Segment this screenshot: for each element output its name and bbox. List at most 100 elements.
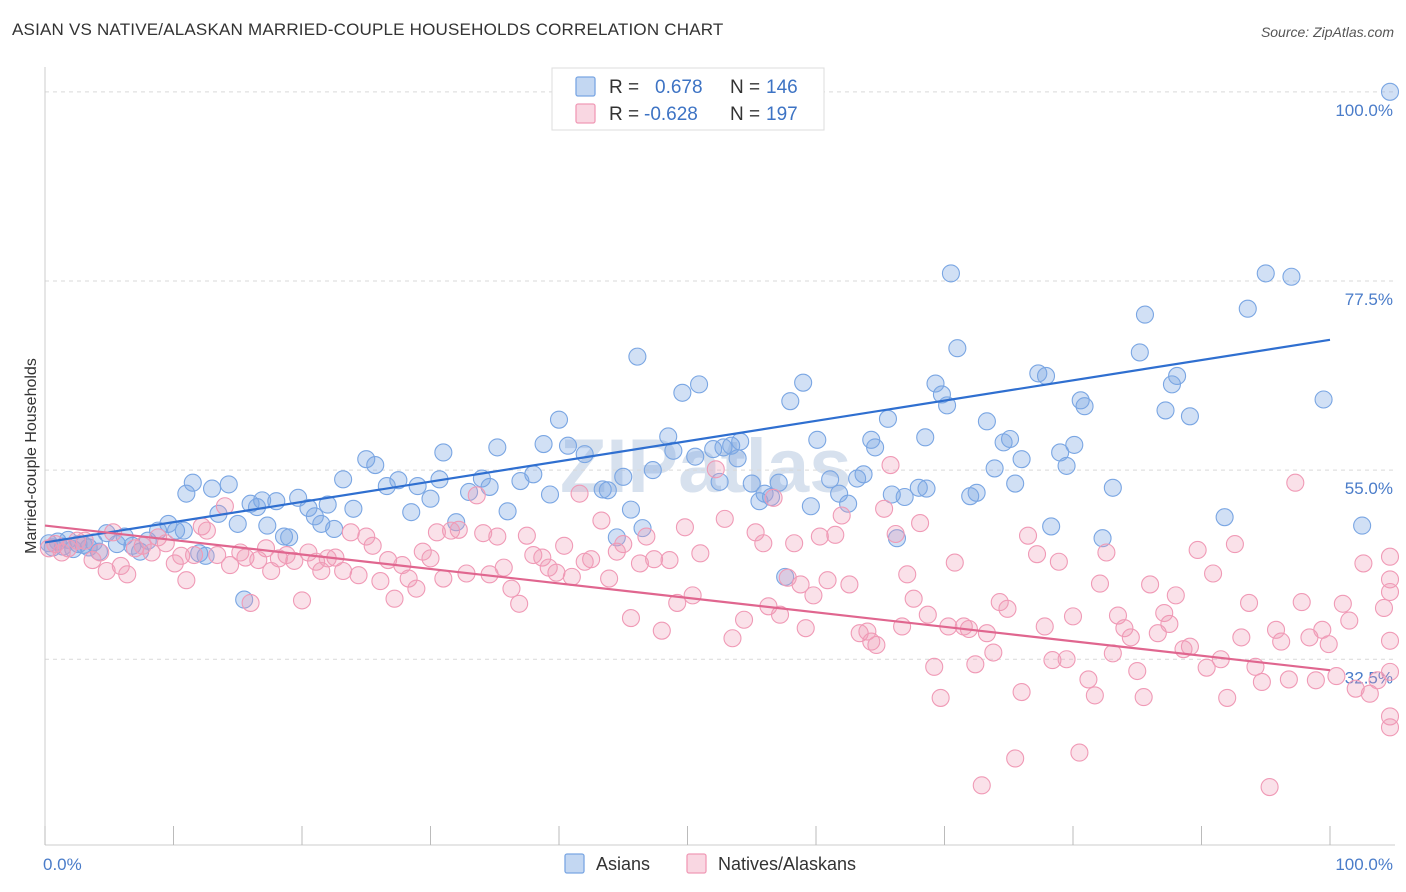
native-point [197, 521, 216, 540]
native-point [764, 488, 783, 507]
asian-point [916, 428, 935, 447]
asian-point [614, 467, 633, 486]
asian-point [488, 438, 507, 457]
native-point [156, 534, 175, 553]
x-axis-ticks: 0.0% 100.0% [43, 826, 1393, 874]
native-point [1380, 662, 1400, 681]
native-point [1063, 607, 1083, 626]
native-point [555, 536, 574, 555]
asian-point [941, 264, 960, 283]
native-point [334, 561, 353, 581]
y-tick-label: 55.0% [1345, 479, 1393, 498]
native-point [142, 543, 161, 562]
series-natives-points [39, 456, 1400, 797]
native-point [972, 776, 991, 795]
native-point [1121, 628, 1140, 647]
native-point [570, 484, 589, 503]
native-point [984, 643, 1003, 662]
asian-point [434, 443, 453, 462]
native-point [1319, 635, 1338, 654]
asian-point [480, 477, 499, 496]
axes [44, 67, 1395, 846]
series-legend: Asians Natives/Alaskans [564, 853, 856, 874]
native-point [399, 569, 418, 588]
native-point [734, 610, 754, 629]
native-point [220, 556, 240, 575]
source-credit: Source: ZipAtlas.com [1260, 24, 1394, 40]
asian-point [628, 347, 647, 366]
asian-point [174, 521, 193, 540]
native-point [954, 617, 973, 636]
native-point [1090, 574, 1110, 593]
asian-point [1036, 366, 1056, 386]
asian-point [895, 487, 914, 507]
asian-point [1180, 407, 1199, 426]
native-point [904, 589, 923, 608]
asian-point [866, 438, 885, 457]
native-point [1128, 661, 1147, 681]
legend-swatch-natives [575, 103, 596, 124]
native-point [706, 460, 725, 479]
legend-n-value-natives: 197 [766, 104, 798, 125]
native-point [810, 527, 829, 546]
native-point [494, 558, 513, 577]
native-point [1079, 670, 1098, 689]
native-point [607, 542, 626, 561]
native-point [172, 546, 191, 565]
asian-point [366, 456, 385, 475]
asian-point [1103, 478, 1122, 497]
asian-point [1093, 529, 1112, 548]
asian-point [280, 528, 299, 547]
native-point [467, 486, 486, 505]
asian-point [967, 483, 986, 502]
y-axis-title: Married-couple Households [23, 358, 40, 554]
native-point [1327, 667, 1346, 686]
native-point [208, 545, 227, 565]
native-point [1188, 540, 1207, 560]
asian-point [408, 477, 427, 496]
native-point [875, 499, 894, 518]
asian-point [107, 535, 127, 554]
asian-point [334, 470, 353, 489]
native-point [1266, 620, 1286, 639]
native-point [1018, 526, 1038, 545]
native-point [357, 527, 376, 546]
asian-point [1000, 429, 1020, 449]
native-point [858, 622, 877, 641]
native-point [488, 527, 507, 546]
native-point [256, 539, 276, 558]
asian-point [781, 392, 800, 411]
native-point [1292, 593, 1311, 612]
legend-swatch-asians [575, 76, 596, 97]
asian-point [1314, 390, 1333, 409]
native-point [1279, 670, 1298, 689]
native-trend-line [44, 524, 1331, 672]
asian-point [926, 374, 945, 393]
asian-point [274, 527, 294, 546]
native-point [1380, 570, 1400, 589]
asian-point [524, 465, 543, 484]
native-point [1260, 777, 1279, 797]
asian-point [1215, 508, 1234, 527]
asian-point [1282, 267, 1301, 286]
native-point [791, 575, 810, 594]
asian-point [794, 373, 813, 392]
native-point [341, 523, 360, 542]
trend-lines [44, 338, 1331, 672]
native-point [1012, 682, 1031, 702]
asian-point [1135, 305, 1155, 324]
asian-point [1042, 517, 1061, 536]
asian-point [769, 473, 788, 492]
native-point [241, 593, 260, 612]
native-point [97, 561, 116, 581]
asian-point [549, 410, 569, 429]
native-point [1380, 707, 1400, 726]
asian-point [808, 430, 827, 449]
native-point [818, 571, 837, 590]
series-legend-label-asians: Asians [596, 854, 650, 874]
asian-point [731, 432, 750, 451]
asian-point [1256, 264, 1275, 283]
asian-point [643, 461, 662, 480]
native-point [645, 550, 664, 569]
asian-point [878, 409, 898, 428]
